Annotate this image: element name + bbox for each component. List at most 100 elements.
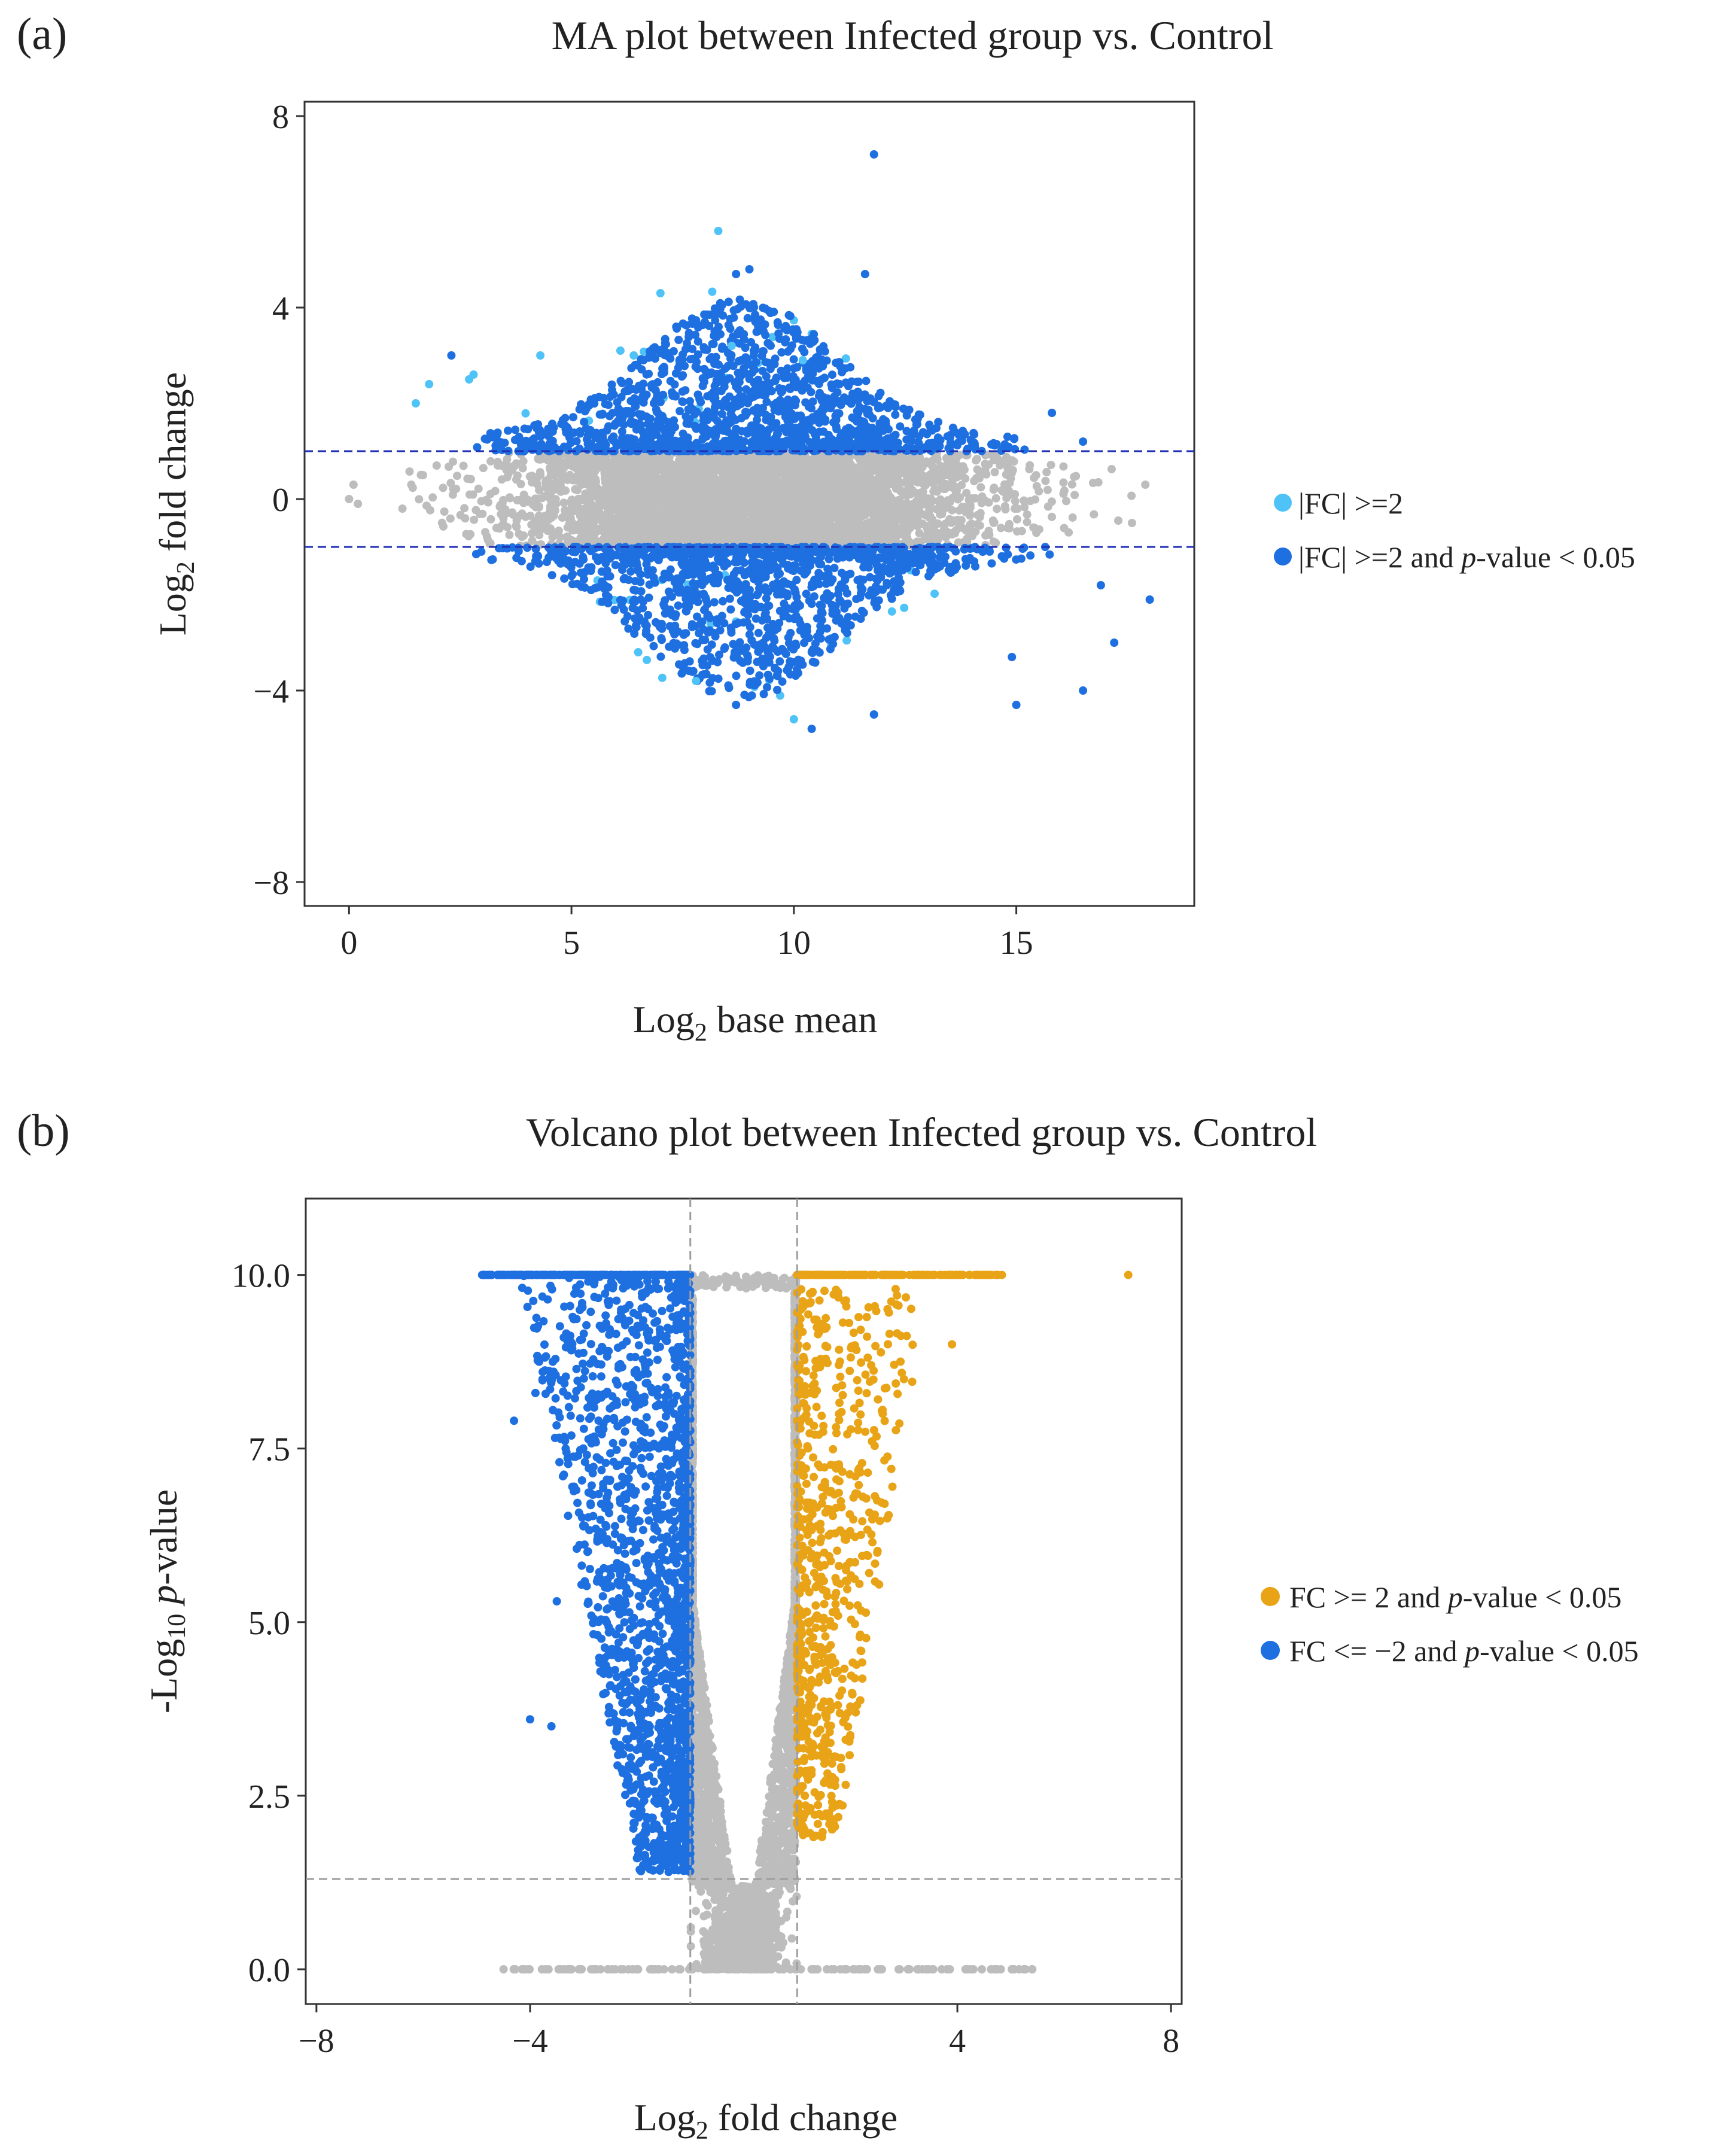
ma-point-gray: [679, 472, 688, 481]
ma-point-gray: [465, 490, 474, 499]
ma-point-gray: [1068, 513, 1077, 522]
ma-point-gray: [951, 527, 960, 536]
ma-point-gray: [1062, 497, 1070, 506]
ma-point-gray: [735, 479, 744, 488]
ma-point-gray: [546, 466, 555, 475]
ma-point-gray: [1070, 491, 1079, 500]
ma-point-gray: [810, 516, 819, 524]
ma-point-gray: [1032, 482, 1041, 491]
ma-point-gray: [991, 539, 1000, 548]
ma-point-gray: [682, 488, 691, 497]
ma-point-gray: [600, 474, 609, 483]
ma-point-gray: [440, 507, 449, 516]
ma-point-gray: [1005, 457, 1014, 466]
ma-point-gray: [955, 467, 964, 476]
ma-point-significant: [789, 355, 798, 364]
ma-point-gray: [924, 513, 933, 522]
ma-point-gray: [584, 513, 592, 522]
ma-panel-label: (a): [17, 9, 67, 59]
ma-point-gray: [965, 509, 974, 518]
ma-point-gray: [991, 494, 1000, 503]
ma-point-gray: [728, 460, 737, 469]
ma-point-gray: [1043, 485, 1052, 494]
ma-point-gray: [464, 532, 473, 541]
ma-point-gray: [973, 465, 982, 474]
ma-point-gray: [563, 532, 571, 541]
ma-point-gray: [735, 533, 744, 542]
ma-point-gray: [566, 498, 575, 507]
ma-point-gray: [481, 528, 489, 537]
ma-point-gray: [771, 474, 780, 483]
ma-point-gray: [873, 497, 882, 506]
ma-point-gray: [1041, 476, 1050, 485]
ma-point-gray: [766, 529, 775, 538]
ma-point-gray: [989, 485, 998, 494]
ma-point-gray: [851, 531, 860, 540]
ma-point-fc: [887, 607, 896, 616]
ma-point-gray: [900, 478, 909, 487]
ma-point-gray: [1048, 512, 1056, 521]
ma-point-significant: [719, 311, 728, 320]
ma-point-gray: [812, 484, 821, 492]
ma-point-gray: [936, 510, 945, 519]
ma-point-gray: [909, 506, 918, 515]
ma-point-gray: [596, 514, 605, 523]
ma-point-gray: [1090, 510, 1099, 519]
ma-point-gray: [428, 493, 437, 502]
ma-point-gray: [972, 456, 980, 465]
ma-point-gray: [805, 461, 814, 470]
ma-point-gray: [1064, 528, 1073, 537]
ma-point-gray: [862, 529, 871, 538]
ma-point-gray: [669, 487, 678, 496]
ma-point-gray: [525, 472, 534, 481]
ma-point-fc: [658, 673, 667, 682]
ma-point-gray: [945, 498, 954, 507]
ma-point-gray: [688, 461, 697, 470]
ma-point-gray: [460, 504, 469, 513]
ma-point-gray: [925, 524, 933, 533]
ma-point-gray: [595, 504, 603, 513]
ma-point-gray: [820, 522, 829, 531]
ma-point-gray: [880, 504, 889, 513]
ma-point-gray: [649, 500, 657, 509]
ma-point-significant: [726, 324, 735, 333]
ma-point-gray: [505, 493, 514, 502]
ma-point-gray: [717, 494, 726, 503]
ma-point-gray: [647, 510, 656, 519]
ma-point-gray: [817, 460, 826, 469]
ma-point-gray: [980, 496, 989, 505]
ma-point-gray: [710, 502, 719, 511]
ma-point-gray: [953, 515, 962, 524]
ma-point-gray: [565, 514, 574, 523]
ma-point-gray: [698, 503, 707, 512]
ma-point-gray: [878, 522, 887, 531]
ma-point-gray: [805, 475, 814, 484]
ma-point-gray: [415, 495, 424, 504]
ma-point-gray: [432, 461, 441, 470]
ma-point-gray: [831, 523, 840, 532]
ma-title: MA plot between Infected group vs. Contr…: [552, 13, 1274, 58]
ma-panel: (a) MA plot between Infected group vs. C…: [17, 9, 1635, 1047]
ma-point-gray: [896, 487, 905, 496]
ma-point-gray: [595, 463, 604, 472]
ma-point-gray: [561, 486, 570, 495]
ma-point-gray: [883, 488, 892, 497]
ma-point-gray: [976, 483, 985, 492]
ma-point-gray: [933, 519, 942, 528]
ma-point-gray: [962, 488, 971, 497]
ma-point-gray: [752, 472, 761, 481]
ma-point-gray: [674, 480, 683, 488]
ma-point-gray: [781, 492, 790, 501]
ma-point-significant: [610, 606, 619, 615]
ma-point-gray: [617, 497, 626, 506]
ma-point-gray: [1060, 486, 1069, 495]
ma-point-gray: [708, 491, 717, 500]
ma-point-gray: [775, 483, 783, 492]
ma-point-gray: [916, 488, 925, 497]
ma-point-gray: [554, 526, 563, 535]
ma-point-gray: [449, 457, 457, 466]
ma-point-gray: [763, 456, 772, 465]
ma-point-gray: [866, 454, 875, 463]
ma-point-gray: [701, 510, 710, 519]
